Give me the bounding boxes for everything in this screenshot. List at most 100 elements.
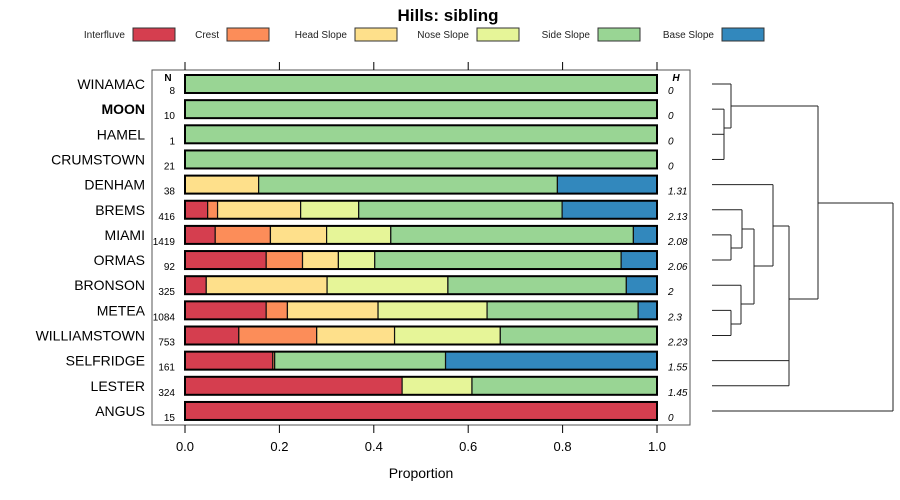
- bar-segment-head-slope: [205, 275, 328, 295]
- h-value: 2: [667, 287, 674, 298]
- bar-segment-side-slope: [184, 99, 658, 119]
- row-label: BREMS: [95, 202, 145, 218]
- bar-segment-nose-slope: [401, 376, 473, 396]
- bar-outline: [184, 74, 658, 94]
- n-value: 1419: [153, 237, 176, 248]
- x-tick-label: 0.8: [554, 439, 572, 454]
- legend-label: Nose Slope: [417, 30, 469, 41]
- bar-segment-side-slope: [499, 325, 658, 346]
- row-label: ORMAS: [94, 252, 145, 268]
- bar-segment-interfluve: [184, 376, 403, 396]
- h-value: 0: [668, 161, 674, 172]
- bar-segment-base-slope: [561, 200, 658, 220]
- n-value: 416: [158, 212, 175, 223]
- bar-segment-head-slope: [184, 175, 260, 195]
- bar-segment-head-slope: [216, 200, 302, 220]
- bar-segment-side-slope: [374, 250, 622, 270]
- bar-segment-side-slope: [258, 175, 559, 195]
- row-label: LESTER: [91, 378, 145, 394]
- bar-segment-interfluve: [184, 275, 207, 295]
- bar-segment-side-slope: [358, 200, 563, 220]
- row-label: MOON: [101, 101, 145, 117]
- n-header: N: [164, 73, 171, 84]
- bar-outline: [184, 149, 658, 170]
- bar-segment-base-slope: [556, 175, 658, 195]
- row-label: ANGUS: [95, 403, 145, 419]
- row-label: MIAMI: [105, 227, 145, 243]
- row-label: HAMEL: [97, 126, 145, 142]
- bar-segment-crest: [265, 300, 289, 320]
- h-value: 2.13: [667, 212, 688, 223]
- bar-segment-nose-slope: [337, 250, 376, 270]
- n-value: 38: [164, 187, 176, 198]
- bar-segment-head-slope: [269, 225, 328, 245]
- bar-segment-nose-slope: [300, 200, 360, 220]
- bar-segment-nose-slope: [326, 225, 392, 245]
- h-value: 1.45: [668, 388, 688, 399]
- h-value: 1.31: [668, 187, 687, 198]
- row-label: DENHAM: [84, 177, 145, 193]
- row-label: CRUMSTOWN: [51, 151, 145, 167]
- bar-outline: [184, 350, 658, 371]
- row-label: WINAMAC: [77, 76, 145, 92]
- bar-outline: [184, 275, 658, 296]
- bar-segment-interfluve: [184, 401, 658, 421]
- n-value: 8: [169, 86, 175, 97]
- n-value: 15: [164, 413, 176, 424]
- bar-segment-head-slope: [316, 325, 396, 346]
- x-tick-label: 0.0: [176, 439, 194, 454]
- x-axis-label: Proportion: [389, 465, 454, 481]
- n-value: 324: [158, 388, 175, 399]
- n-value: 325: [158, 287, 175, 298]
- n-value: 1084: [153, 312, 176, 323]
- x-tick-label: 0.2: [270, 439, 288, 454]
- bar-segment-base-slope: [632, 225, 658, 245]
- plot-panel: [151, 69, 691, 426]
- legend-swatch: [597, 27, 641, 42]
- bar-segment-interfluve: [184, 200, 209, 220]
- h-value: 2.08: [667, 237, 688, 248]
- legend-swatch: [132, 27, 176, 42]
- bar-segment-crest: [207, 200, 219, 220]
- bar-segment-nose-slope: [377, 300, 488, 320]
- bar-segment-side-slope: [184, 74, 658, 94]
- h-value: 0: [668, 111, 674, 122]
- bar-segment-side-slope: [447, 275, 627, 295]
- x-tick-label: 0.6: [459, 439, 477, 454]
- legend-label: Crest: [195, 30, 219, 41]
- bar-segment-side-slope: [390, 225, 634, 245]
- row-label: WILLIAMSTOWN: [36, 328, 145, 344]
- bar-outline: [184, 224, 658, 245]
- bar-segment-head-slope: [286, 300, 379, 320]
- bar-segment-side-slope: [274, 351, 447, 371]
- bar-segment-crest: [265, 250, 304, 270]
- chart-title: Hills: sibling: [397, 6, 498, 25]
- bar-segment-interfluve: [184, 325, 240, 346]
- bar-outline: [184, 174, 658, 195]
- bar-segment-base-slope: [620, 250, 658, 270]
- h-value: 0: [668, 136, 674, 147]
- bar-segment-interfluve: [184, 351, 274, 371]
- row-label: METEA: [97, 302, 146, 318]
- bar-outline: [184, 250, 658, 271]
- bar-segment-base-slope: [625, 275, 658, 295]
- n-value: 10: [164, 111, 176, 122]
- legend-label: Base Slope: [663, 30, 715, 41]
- bar-segment-base-slope: [637, 300, 658, 320]
- legend-swatch: [721, 27, 765, 42]
- bar-segment-crest: [214, 225, 272, 245]
- bar-outline: [184, 400, 658, 421]
- n-value: 1: [169, 136, 175, 147]
- legend-swatch: [476, 27, 520, 42]
- bar-segment-interfluve: [184, 250, 267, 270]
- h-value: 2.06: [667, 262, 688, 273]
- h-value: 2.23: [667, 338, 688, 349]
- legend-swatch: [354, 27, 398, 42]
- bar-segment-crest: [238, 325, 318, 346]
- bar-outline: [184, 124, 658, 145]
- bar-segment-interfluve: [184, 300, 267, 320]
- legend-label: Interfluve: [84, 30, 126, 41]
- bar-segment-side-slope: [486, 300, 639, 320]
